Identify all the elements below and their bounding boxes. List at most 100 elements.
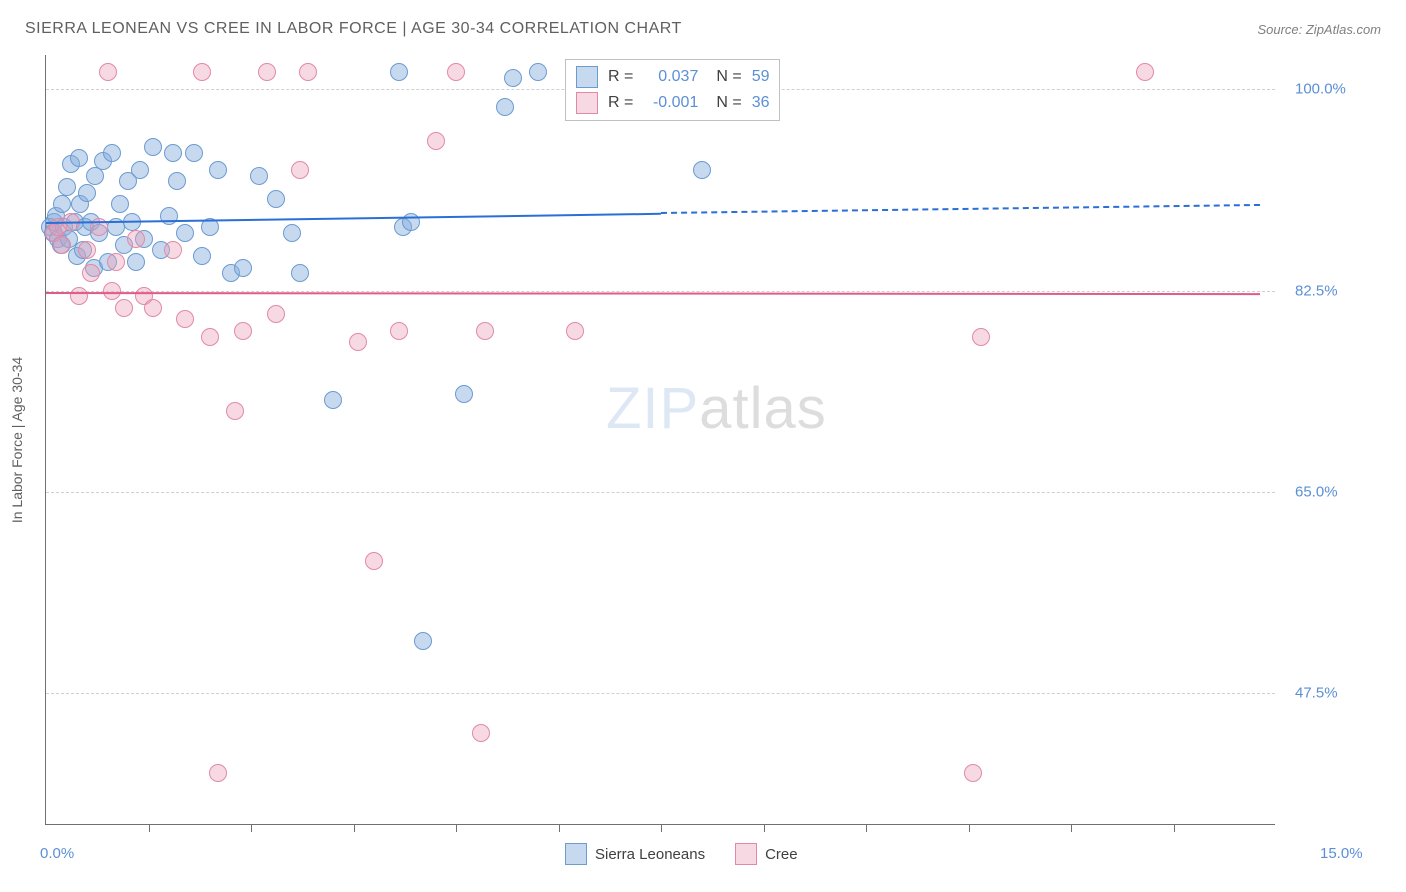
scatter-point	[164, 241, 182, 259]
x-tick	[1174, 824, 1175, 832]
scatter-point	[78, 184, 96, 202]
scatter-point	[964, 764, 982, 782]
scatter-point	[258, 63, 276, 81]
x-tick	[661, 824, 662, 832]
legend-swatch-blue	[576, 66, 598, 88]
source-label: Source: ZipAtlas.com	[1257, 22, 1381, 37]
scatter-point	[176, 224, 194, 242]
scatter-point	[111, 195, 129, 213]
legend-row-series1: R = 0.037 N = 59	[576, 64, 769, 90]
legend-swatch-pink	[576, 92, 598, 114]
x-tick	[456, 824, 457, 832]
x-min-label: 0.0%	[40, 845, 74, 862]
n-value-series1: 59	[752, 68, 770, 86]
r-label: R =	[608, 94, 633, 112]
scatter-point	[447, 63, 465, 81]
legend-swatch-pink	[735, 843, 757, 865]
scatter-point	[504, 69, 522, 87]
scatter-point	[193, 63, 211, 81]
x-tick	[149, 824, 150, 832]
x-tick	[251, 824, 252, 832]
scatter-point	[267, 190, 285, 208]
scatter-point	[972, 328, 990, 346]
legend-row-series2: R = -0.001 N = 36	[576, 90, 769, 116]
legend-label-series2: Cree	[765, 846, 798, 863]
scatter-point	[1136, 63, 1154, 81]
watermark: ZIPatlas	[606, 375, 827, 442]
scatter-point	[566, 322, 584, 340]
scatter-point	[176, 310, 194, 328]
scatter-point	[402, 213, 420, 231]
scatter-point	[283, 224, 301, 242]
scatter-point	[267, 305, 285, 323]
scatter-point	[127, 253, 145, 271]
scatter-point	[164, 144, 182, 162]
scatter-point	[234, 259, 252, 277]
legend-item-series1: Sierra Leoneans	[565, 843, 705, 865]
scatter-plot: ZIPatlas	[45, 55, 1275, 825]
scatter-point	[70, 149, 88, 167]
scatter-point	[496, 98, 514, 116]
x-tick	[866, 824, 867, 832]
gridline	[46, 492, 1275, 493]
scatter-point	[472, 724, 490, 742]
scatter-point	[455, 385, 473, 403]
scatter-point	[144, 299, 162, 317]
r-label: R =	[608, 68, 633, 86]
n-label: N =	[716, 94, 741, 112]
y-axis-label: In Labor Force | Age 30-34	[9, 357, 25, 523]
y-tick-label: 65.0%	[1295, 483, 1338, 500]
scatter-point	[529, 63, 547, 81]
scatter-point	[390, 322, 408, 340]
x-tick	[969, 824, 970, 832]
scatter-point	[58, 178, 76, 196]
scatter-point	[226, 402, 244, 420]
scatter-point	[99, 63, 117, 81]
scatter-point	[53, 195, 71, 213]
y-tick-label: 47.5%	[1295, 684, 1338, 701]
legend-item-series2: Cree	[735, 843, 798, 865]
scatter-point	[291, 264, 309, 282]
scatter-point	[144, 138, 162, 156]
scatter-point	[131, 161, 149, 179]
x-tick	[354, 824, 355, 832]
scatter-point	[103, 282, 121, 300]
scatter-point	[365, 552, 383, 570]
legend-top: R = 0.037 N = 59 R = -0.001 N = 36	[565, 59, 780, 121]
legend-label-series1: Sierra Leoneans	[595, 846, 705, 863]
scatter-point	[201, 328, 219, 346]
scatter-point	[693, 161, 711, 179]
scatter-point	[82, 264, 100, 282]
scatter-point	[209, 764, 227, 782]
scatter-point	[193, 247, 211, 265]
scatter-point	[299, 63, 317, 81]
plot-container: In Labor Force | Age 30-34 ZIPatlas 47.5…	[45, 55, 1365, 825]
scatter-point	[103, 144, 121, 162]
legend-swatch-blue	[565, 843, 587, 865]
y-tick-label: 82.5%	[1295, 282, 1338, 299]
scatter-point	[185, 144, 203, 162]
scatter-point	[107, 253, 125, 271]
x-tick	[764, 824, 765, 832]
x-tick	[1071, 824, 1072, 832]
scatter-point	[476, 322, 494, 340]
scatter-point	[209, 161, 227, 179]
x-tick	[559, 824, 560, 832]
scatter-point	[53, 236, 71, 254]
n-value-series2: 36	[752, 94, 770, 112]
scatter-point	[70, 287, 88, 305]
chart-title: SIERRA LEONEAN VS CREE IN LABOR FORCE | …	[25, 20, 682, 38]
scatter-point	[127, 230, 145, 248]
scatter-point	[234, 322, 252, 340]
n-label: N =	[716, 68, 741, 86]
scatter-point	[414, 632, 432, 650]
scatter-point	[250, 167, 268, 185]
legend-bottom: Sierra Leoneans Cree	[565, 843, 798, 865]
r-value-series2: -0.001	[643, 94, 698, 112]
regression-line	[46, 292, 1260, 295]
regression-line	[661, 204, 1260, 214]
scatter-point	[78, 241, 96, 259]
scatter-point	[324, 391, 342, 409]
scatter-point	[168, 172, 186, 190]
scatter-point	[390, 63, 408, 81]
